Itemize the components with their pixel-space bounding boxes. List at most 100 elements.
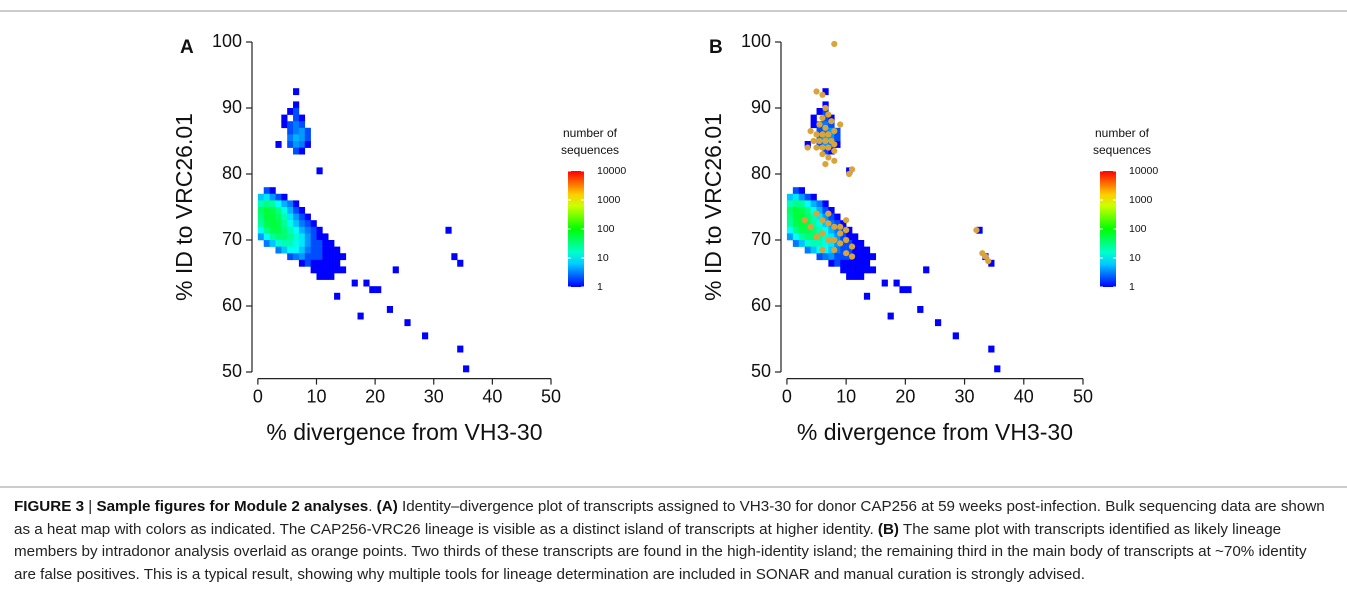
lineage-point [843, 217, 850, 224]
heat-cell [316, 259, 323, 267]
heat-cell [899, 286, 906, 294]
heat-cell [828, 240, 835, 247]
heat-cell [834, 220, 841, 228]
heat-cell [834, 141, 841, 148]
y-tick-label: 80 [222, 163, 242, 183]
lineage-point [825, 154, 832, 161]
heat-cell [375, 286, 382, 294]
heat-cell [287, 226, 294, 234]
colorbar-tick-label: 100 [597, 223, 615, 235]
lineage-point [819, 144, 826, 151]
heat-cell [257, 200, 265, 208]
heat-cell [988, 345, 995, 353]
colorbar-title: sequences [1093, 143, 1151, 157]
heat-cell [293, 108, 300, 115]
lineage-point [831, 223, 838, 230]
heat-cell [852, 253, 859, 261]
colorbar-title: number of [1095, 126, 1150, 140]
heat-cell [822, 101, 829, 109]
heat-cell [798, 207, 805, 214]
heat-cell [304, 259, 311, 267]
colorbar-title: number of [563, 126, 618, 140]
caption: FIGURE 3 | Sample figures for Module 2 a… [14, 496, 1332, 586]
heat-cell [304, 253, 311, 261]
heat-cell [263, 207, 270, 214]
heat-cell [275, 220, 282, 228]
heat-cell [822, 147, 829, 155]
lineage-point [837, 121, 844, 128]
heat-cell [269, 207, 276, 214]
heat-cell [334, 259, 341, 267]
heat-cell [287, 141, 294, 148]
x-axis-title: % divergence from VH3-30 [266, 419, 542, 445]
heat-cell [822, 127, 829, 135]
heat-cell [846, 240, 853, 247]
heat-cell [834, 213, 841, 221]
heat-cell [840, 259, 847, 267]
heat-cell [287, 246, 294, 254]
heat-cell [310, 259, 317, 267]
lineage-point [807, 128, 814, 135]
heat-cell [281, 200, 288, 208]
heat-cell [322, 246, 329, 254]
heat-cell [281, 220, 288, 228]
lineage-point [848, 253, 856, 260]
heat-cell [786, 207, 794, 214]
heat-cell [316, 253, 323, 261]
lineage-point [825, 236, 832, 244]
colorbar-tick-label: 1000 [1129, 194, 1153, 206]
lineage-point [822, 137, 829, 145]
lineage-point [837, 230, 844, 237]
lineage-point [848, 166, 856, 173]
heat-cell [257, 233, 265, 241]
heat-cell [923, 266, 930, 274]
heat-cell [293, 114, 300, 122]
heat-cell [339, 266, 347, 274]
heat-cell [310, 226, 317, 234]
heat-cell [281, 233, 288, 241]
heat-cell [316, 246, 323, 254]
heat-cell [339, 253, 347, 261]
lineage-point [813, 233, 820, 240]
heat-cell [840, 266, 847, 274]
heat-cell [328, 259, 335, 267]
lineage-point [843, 236, 850, 244]
lineage-point [819, 131, 826, 138]
heat-cell [298, 147, 306, 155]
heat-cell [275, 233, 282, 241]
heat-cell [263, 187, 270, 195]
lineage-point [845, 170, 853, 178]
lineage-point [822, 161, 829, 168]
lineage-point [837, 240, 844, 247]
lineage-point [819, 151, 826, 158]
lineage-point [810, 137, 817, 145]
heat-cell [304, 141, 311, 148]
heat-cell [316, 233, 323, 241]
heat-cell [263, 213, 270, 221]
panel: B 0 10 20 30 40 50 50 60 70 80 90 100 % divergence fr… [700, 31, 1158, 445]
heat-cell [263, 240, 270, 247]
heat-cell [828, 121, 835, 129]
heat-cell [822, 141, 829, 148]
heat-cell [822, 108, 829, 115]
heat-cell [828, 253, 835, 261]
colorbar-tick-label: 10000 [597, 165, 626, 177]
panel-label: A [180, 37, 194, 58]
heat-cell [994, 365, 1001, 373]
caption-text: The same plot with transcripts identifie… [14, 520, 1307, 583]
heat-cell [857, 246, 865, 254]
heat-cell [304, 134, 311, 142]
heat-cell [852, 259, 859, 267]
heat-cell [816, 253, 823, 261]
heat-cell [369, 286, 376, 294]
heat-cell [828, 114, 835, 122]
heat-cell [857, 259, 865, 267]
lineage-point [831, 141, 838, 148]
heat-cell [822, 246, 829, 254]
x-tick-label: 10 [306, 386, 326, 406]
heat-cell [804, 193, 811, 201]
heat-cell [328, 253, 335, 261]
colorbar-tick-label: 1 [1129, 281, 1135, 293]
